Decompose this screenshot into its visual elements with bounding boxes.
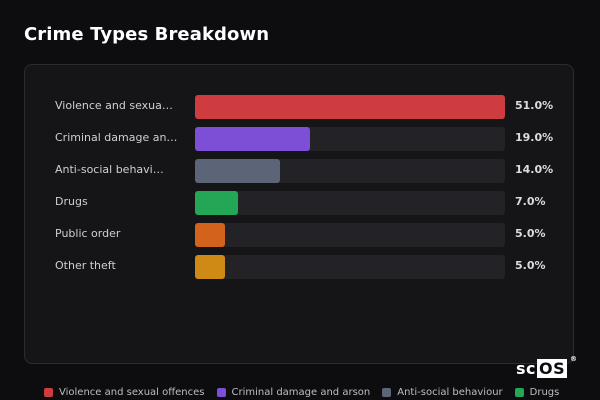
bar (195, 223, 225, 247)
bar-value-label: 5.0% (515, 259, 546, 272)
bar-row: Violence and sexua… 51.0% (25, 95, 573, 119)
bar-row: Public order 5.0% (25, 223, 573, 247)
bar-value-label: 5.0% (515, 227, 546, 240)
bar-label: Criminal damage an… (55, 131, 178, 144)
legend-label: Criminal damage and arson (231, 387, 371, 398)
bar-value-label: 14.0% (515, 163, 554, 176)
bar-row: Drugs 7.0% (25, 191, 573, 215)
bar (195, 159, 280, 183)
bar (195, 95, 505, 119)
legend-item: Anti-social behaviour (382, 387, 503, 398)
legend-item: Criminal damage and arson (216, 387, 371, 398)
bar-label: Other theft (55, 259, 116, 272)
bar (195, 191, 238, 215)
bar-label: Drugs (55, 195, 88, 208)
legend-label: Anti-social behaviour (397, 387, 503, 398)
legend-label: Drugs (529, 387, 560, 398)
bar-row: Anti-social behavi… 14.0% (25, 159, 573, 183)
bar-track (195, 159, 505, 183)
legend-item: Drugs (514, 387, 560, 398)
legend-swatch (216, 388, 226, 397)
legend-label: Violence and sexual offences (59, 387, 205, 398)
chart-panel: Violence and sexua… 51.0% Criminal damage … (24, 64, 574, 364)
legend-swatch (514, 388, 524, 397)
bar-row: Criminal damage an… 19.0% (25, 127, 573, 151)
brand-logo: sc OS ® (516, 355, 577, 378)
brand-prefix: sc (516, 359, 537, 378)
legend-item: Violence and sexual offences (44, 387, 205, 398)
bar-row: Other theft 5.0% (25, 255, 573, 279)
bar-track (195, 223, 505, 247)
brand-boxed: OS (537, 359, 568, 378)
bar (195, 255, 225, 279)
chart-legend: Violence and sexual offences Criminal dam… (44, 387, 559, 398)
bar-value-label: 19.0% (515, 131, 554, 144)
bar-track (195, 255, 505, 279)
bar-track (195, 95, 505, 119)
bar-label: Public order (55, 227, 121, 240)
legend-swatch (382, 388, 392, 397)
bar-value-label: 7.0% (515, 195, 546, 208)
bar-track (195, 127, 505, 151)
bar (195, 127, 310, 151)
legend-swatch (44, 388, 53, 397)
bar-label: Anti-social behavi… (55, 163, 164, 176)
bar-label: Violence and sexua… (55, 99, 173, 112)
brand-registered-mark: ® (570, 355, 578, 363)
chart-title: Crime Types Breakdown (24, 24, 270, 45)
bar-track (195, 191, 505, 215)
bar-value-label: 51.0% (515, 99, 554, 112)
